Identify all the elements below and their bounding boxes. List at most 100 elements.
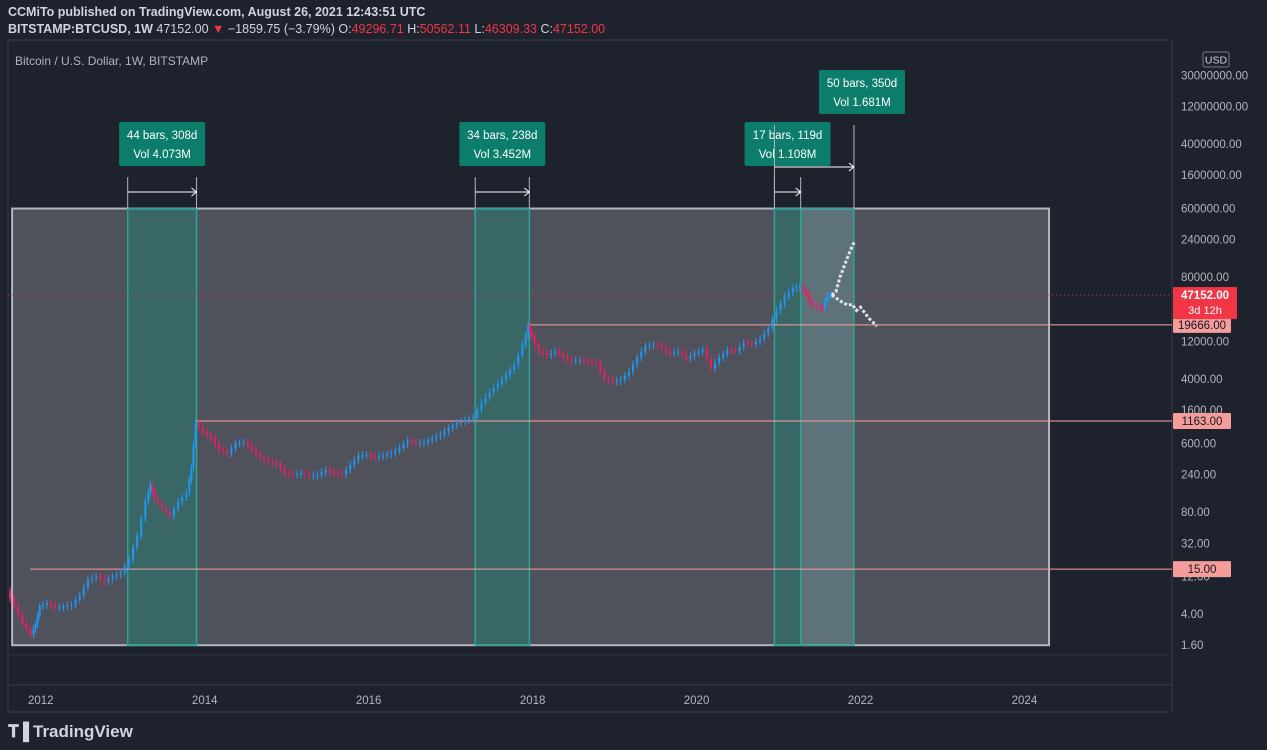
- candle-body: [349, 464, 352, 470]
- candle-body: [718, 357, 721, 363]
- measure-label-vol-2: Vol 3.452M: [474, 149, 532, 161]
- candle-body: [365, 454, 368, 456]
- last-value: 47152.00: [156, 22, 209, 36]
- candle-body: [402, 444, 405, 448]
- candle-body: [62, 606, 65, 608]
- candle-body: [801, 286, 804, 290]
- candle-body: [190, 467, 193, 481]
- candle-body: [300, 473, 303, 475]
- candle-body: [41, 604, 44, 607]
- x-tick-label: 2018: [520, 695, 546, 707]
- range-box[interactable]: [11, 207, 1051, 647]
- x-tick-label: 2020: [684, 695, 710, 707]
- candle-body: [149, 484, 152, 493]
- candle-body: [492, 387, 495, 393]
- publisher-line: CCMiTo published on TradingView.com, Aug…: [8, 4, 1258, 21]
- candle-body: [807, 293, 810, 299]
- candle-body: [74, 600, 77, 606]
- measure-label-box-3: [744, 122, 831, 166]
- bars-range-2[interactable]: [474, 207, 531, 646]
- candle-body: [25, 623, 28, 630]
- low-label: L:: [474, 22, 485, 36]
- candle-body: [451, 425, 454, 428]
- candle-body: [205, 431, 208, 436]
- candle-body: [767, 327, 770, 334]
- publication-header: CCMiTo published on TradingView.com, Aug…: [8, 4, 1258, 40]
- candle-body: [599, 363, 602, 372]
- candle-body: [521, 344, 524, 355]
- candle-body: [423, 442, 426, 444]
- candle-body: [533, 336, 536, 344]
- candle-body: [825, 296, 828, 303]
- last-price-label: 47152.00: [1181, 290, 1229, 302]
- level-badge-3: [1173, 561, 1231, 578]
- candle-body: [427, 440, 430, 443]
- open-label: O:: [338, 22, 352, 36]
- candle-body: [82, 587, 85, 595]
- candle-body: [188, 480, 191, 494]
- candle-body: [709, 358, 712, 369]
- candle-body: [394, 450, 397, 454]
- candle-body: [640, 351, 643, 358]
- candle-body: [722, 353, 725, 358]
- candle-body: [156, 498, 159, 504]
- candle-body: [484, 397, 487, 403]
- candle-body: [414, 442, 417, 444]
- candle-body: [160, 503, 163, 509]
- candle-body: [115, 574, 118, 577]
- x-tick-label: 2024: [1012, 695, 1038, 707]
- projection-down-path[interactable]: [830, 293, 878, 328]
- candle-body: [619, 379, 622, 381]
- candle-body: [140, 518, 143, 536]
- candle-body: [230, 448, 233, 454]
- candle-body: [455, 422, 458, 426]
- x-tick-label: 2022: [848, 695, 874, 707]
- candle-body: [530, 331, 533, 337]
- candle-body: [78, 594, 81, 601]
- projection-up-path[interactable]: [830, 240, 857, 297]
- candle-body: [32, 629, 35, 635]
- candle-body: [517, 354, 520, 366]
- y-tick-label: 600000.00: [1181, 204, 1235, 216]
- candle-body: [328, 469, 331, 472]
- candle-body: [406, 440, 409, 445]
- candle-body: [58, 607, 61, 609]
- y-tick-label: 80000.00: [1181, 272, 1229, 284]
- y-tick-label: 600.00: [1181, 439, 1216, 451]
- y-tick-label: 30000000.00: [1181, 70, 1248, 82]
- candle-body: [201, 427, 204, 432]
- candle-body: [144, 501, 147, 519]
- candle-body: [271, 461, 274, 463]
- bars-range-3[interactable]: [773, 207, 802, 646]
- candle-body: [476, 409, 479, 418]
- tradingview-footer[interactable]: 𝐓▐ TradingView: [8, 720, 133, 744]
- candle-body: [238, 443, 241, 445]
- candle-body: [714, 362, 717, 369]
- bars-range-4[interactable]: [799, 207, 855, 646]
- candle-body: [127, 559, 130, 566]
- y-tick-label: 4000000.00: [1181, 139, 1242, 151]
- candle-body: [168, 512, 171, 517]
- candle-body: [632, 364, 635, 372]
- candle-body: [459, 421, 462, 423]
- candle-body: [730, 350, 733, 352]
- candle-body: [648, 345, 651, 347]
- candle-body: [275, 462, 278, 464]
- bars-range-1[interactable]: [126, 207, 198, 646]
- candle-body: [295, 474, 298, 476]
- measure-label-bars-1: 44 bars, 308d: [127, 130, 197, 142]
- candle-body: [34, 623, 37, 630]
- symbol-label: BITSTAMP:BTCUSD, 1W: [8, 22, 153, 36]
- candle-body: [693, 353, 696, 356]
- currency-badge[interactable]: USD: [1202, 51, 1230, 68]
- candle-body: [500, 379, 503, 384]
- high-value: 50562.11: [419, 22, 471, 36]
- candle-body: [242, 442, 245, 444]
- candle-body: [435, 436, 438, 439]
- candle-body: [809, 298, 812, 304]
- measure-label-bars-3: 17 bars, 119d: [753, 130, 822, 142]
- candle-body: [308, 474, 311, 477]
- candle-body: [668, 350, 671, 354]
- close-label: C:: [540, 22, 553, 36]
